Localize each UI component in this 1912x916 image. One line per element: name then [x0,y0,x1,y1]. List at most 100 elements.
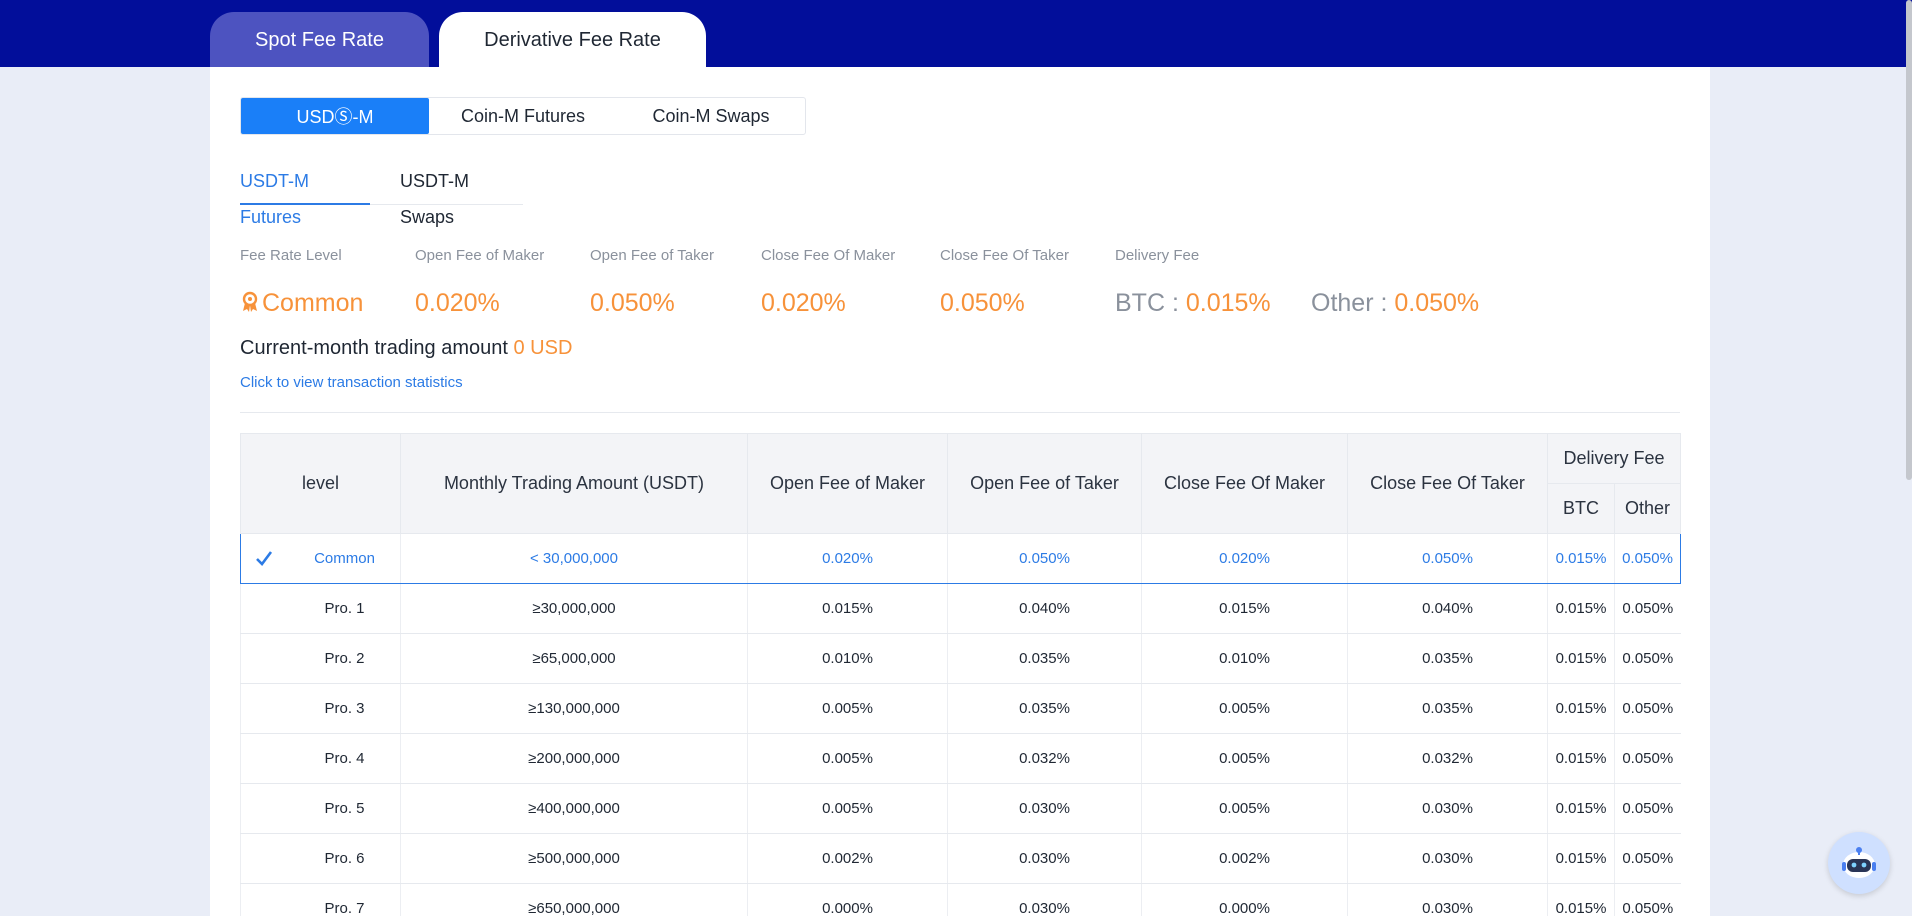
col-header-open-taker: Open Fee of Taker [947,433,1142,534]
cell-close-maker: 0.005% [1141,683,1348,734]
cell-btc: 0.015% [1547,783,1615,834]
cell-open-taker: 0.030% [947,833,1142,884]
cell-open-maker: 0.005% [747,783,948,834]
cell-close-taker: 0.050% [1347,533,1548,584]
cell-level: Pro. 7 [240,883,401,916]
value-close-fee-maker: 0.020% [761,289,846,317]
cell-open-maker: 0.002% [747,833,948,884]
label-open-fee-taker: Open Fee of Taker [590,247,714,264]
label-fee-rate-level: Fee Rate Level [240,247,342,264]
current-month-trading: Current-month trading amount 0 USD [240,337,572,360]
cell-amount: ≥30,000,000 [400,583,748,634]
level-label: Pro. 1 [324,600,365,617]
segment-usds-m[interactable]: USDⓈ-M [241,98,429,134]
fee-table-body: Common < 30,000,000 0.020% 0.050% 0.020% 0.05… [240,533,1681,916]
cell-btc: 0.015% [1547,533,1615,584]
cell-open-maker: 0.000% [747,883,948,916]
cell-close-maker: 0.005% [1141,733,1348,784]
label-close-fee-maker: Close Fee Of Maker [761,247,896,264]
level-label: Pro. 4 [324,750,365,767]
cell-open-taker: 0.040% [947,583,1142,634]
value-open-fee-taker: 0.050% [590,289,675,317]
cell-level: Pro. 3 [240,683,401,734]
trading-label: Current-month trading amount [240,337,508,359]
col-header-close-taker: Close Fee Of Taker [1347,433,1548,534]
cell-close-maker: 0.002% [1141,833,1348,884]
cell-close-taker: 0.035% [1347,683,1548,734]
table-row: Pro. 1 ≥30,000,000 0.015% 0.040% 0.015% 0.040… [240,583,1681,634]
award-icon [242,291,258,312]
cell-other: 0.050% [1614,833,1681,884]
cell-close-maker: 0.005% [1141,783,1348,834]
support-bot-button[interactable] [1828,832,1890,894]
col-header-level: level [240,433,401,534]
cell-open-maker: 0.020% [747,533,948,584]
cell-level: Pro. 5 [240,783,401,834]
cell-open-taker: 0.050% [947,533,1142,584]
cell-close-taker: 0.040% [1347,583,1548,634]
cell-amount: ≥130,000,000 [400,683,748,734]
cell-open-taker: 0.030% [947,883,1142,916]
cell-close-taker: 0.030% [1347,783,1548,834]
segment-coin-m-futures[interactable]: Coin-M Futures [460,105,586,126]
delivery-btc-value: 0.015% [1185,289,1271,317]
col-header-delivery-fee: Delivery Fee [1547,433,1681,484]
cell-btc: 0.015% [1547,583,1615,634]
transaction-statistics-link[interactable]: Click to view transaction statistics [240,374,463,391]
subtab-usdt-m-swaps[interactable]: USDT-M Swaps [400,171,469,227]
delivery-btc-label: BTC : [1115,289,1186,317]
table-row: Pro. 4 ≥200,000,000 0.005% 0.032% 0.005% 0.03… [240,733,1681,784]
cell-open-taker: 0.030% [947,783,1142,834]
subtab-usdt-m-futures[interactable]: USDT-M Futures [240,163,370,227]
cell-amount: ≥200,000,000 [400,733,748,784]
cell-amount: < 30,000,000 [400,533,748,584]
level-label: Pro. 7 [324,900,365,916]
cell-open-maker: 0.005% [747,733,948,784]
label-open-fee-maker: Open Fee of Maker [415,247,545,264]
support-bot-icon [1842,847,1876,878]
trading-amount: 0 USD [513,337,573,359]
table-row: Common < 30,000,000 0.020% 0.050% 0.020% 0.05… [240,533,1681,584]
tab-spot-fee-rate[interactable]: Spot Fee Rate [210,12,429,68]
delivery-other-value: 0.050% [1394,289,1480,317]
cell-open-taker: 0.032% [947,733,1142,784]
table-row: Pro. 6 ≥500,000,000 0.002% 0.030% 0.002% 0.03… [240,833,1681,884]
cell-other: 0.050% [1614,633,1681,684]
tab-derivative-fee-rate[interactable]: Derivative Fee Rate [439,12,706,68]
table-row: Pro. 5 ≥400,000,000 0.005% 0.030% 0.005% 0.03… [240,783,1681,834]
cell-open-maker: 0.005% [747,683,948,734]
cell-amount: ≥500,000,000 [400,833,748,884]
cell-btc: 0.015% [1547,733,1615,784]
value-delivery-btc: BTC : 0.015% [1115,289,1271,318]
level-label: Pro. 2 [324,650,365,667]
cell-amount: ≥65,000,000 [400,633,748,684]
table-row: Pro. 2 ≥65,000,000 0.010% 0.035% 0.010% 0.035… [240,633,1681,684]
cell-close-taker: 0.030% [1347,833,1548,884]
fee-level-name: Common [262,289,364,317]
segment-coin-m-swaps[interactable]: Coin-M Swaps [652,105,770,126]
check-icon [256,551,273,566]
cell-other: 0.050% [1614,583,1681,634]
label-close-fee-taker: Close Fee Of Taker [940,247,1069,264]
cell-close-taker: 0.030% [1347,883,1548,916]
cell-open-taker: 0.035% [947,683,1142,734]
cell-close-taker: 0.035% [1347,633,1548,684]
contract-type-segmented-control: USDⓈ-M Coin-M Futures Coin-M Swaps [240,97,806,135]
value-open-fee-maker: 0.020% [415,289,500,317]
cell-other: 0.050% [1614,533,1681,584]
cell-level: Pro. 6 [240,833,401,884]
cell-other: 0.050% [1614,733,1681,784]
cell-btc: 0.015% [1547,633,1615,684]
page-scrollbar[interactable] [1906,0,1912,480]
cell-other: 0.050% [1614,783,1681,834]
cell-btc: 0.015% [1547,883,1615,916]
cell-open-maker: 0.010% [747,633,948,684]
cell-btc: 0.015% [1547,833,1615,884]
cell-open-taker: 0.035% [947,633,1142,684]
col-header-other: Other [1614,483,1681,534]
fee-rate-card: USDⓈ-M Coin-M Futures Coin-M Swaps USDT-… [210,67,1710,916]
cell-open-maker: 0.015% [747,583,948,634]
level-label: Pro. 3 [324,700,365,717]
divider [240,412,1680,413]
cell-level: Pro. 4 [240,733,401,784]
